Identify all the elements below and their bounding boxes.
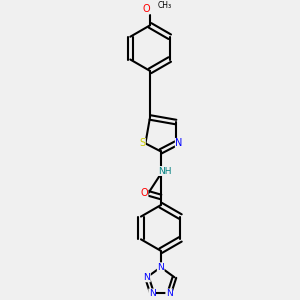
Text: S: S xyxy=(139,138,146,148)
Text: N: N xyxy=(143,273,150,282)
Text: N: N xyxy=(176,138,183,148)
Text: O: O xyxy=(140,188,148,198)
Text: N: N xyxy=(157,263,164,272)
Text: O: O xyxy=(142,4,150,14)
Text: CH₃: CH₃ xyxy=(157,1,171,10)
Text: N: N xyxy=(166,289,172,298)
Text: NH: NH xyxy=(158,167,172,176)
Text: N: N xyxy=(149,289,155,298)
